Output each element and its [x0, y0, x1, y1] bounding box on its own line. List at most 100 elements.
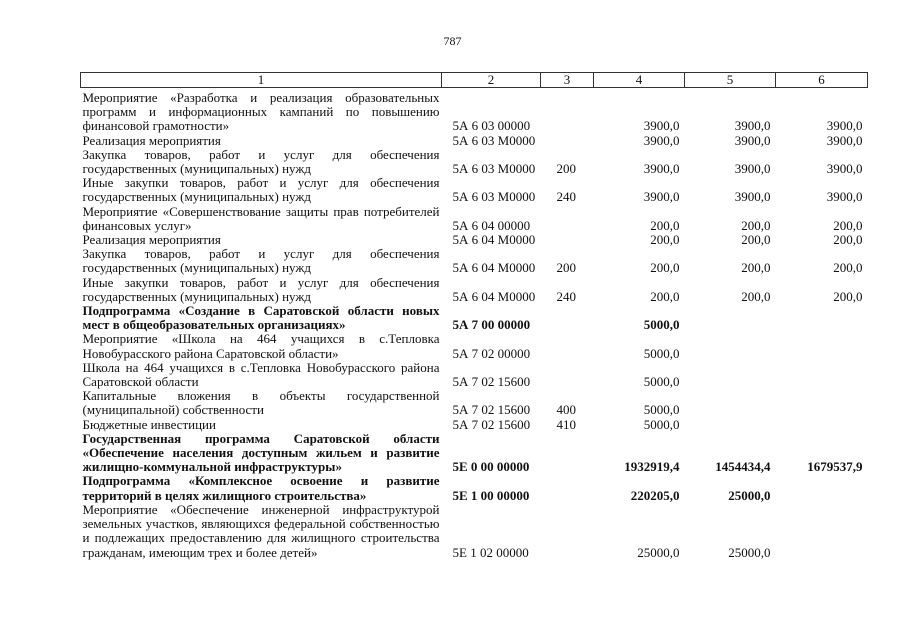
row-expense-type — [541, 134, 594, 148]
header-row: 1 2 3 4 5 6 — [80, 72, 868, 88]
row-value-col5: 3900,0 — [734, 161, 771, 177]
row-value-col4: 5000,0 — [643, 416, 680, 432]
header-col-4: 4 — [593, 72, 685, 88]
row-expense-type — [541, 474, 594, 502]
row-expense-type: 200 — [556, 260, 577, 276]
table-row: Иные закупки товаров, работ и услуг для … — [81, 175, 868, 205]
header-col-2: 2 — [441, 72, 541, 88]
row-code: 5А 6 04 00000 — [452, 217, 531, 233]
row-value-col4: 200,0 — [650, 260, 680, 276]
row-expense-type — [541, 503, 594, 560]
table-row: Иные закупки товаров, работ и услуг для … — [81, 274, 868, 304]
row-code: 5А 6 03 М0000 — [452, 189, 536, 205]
row-expense-type: 240 — [556, 189, 577, 205]
row-value-col5: 200,0 — [741, 260, 771, 276]
row-value-col6 — [776, 361, 868, 389]
row-value-col6: 3900,0 — [826, 132, 863, 148]
table-row: Капитальные вложения в объекты государст… — [81, 388, 868, 418]
table-row: Мероприятие «Совершенствование защиты пр… — [81, 203, 868, 233]
row-value-col6: 200,0 — [833, 260, 863, 276]
row-value-col6: 3900,0 — [826, 118, 863, 134]
table-row: Мероприятие «Разработка и реализация обр… — [81, 88, 868, 134]
row-expense-type — [541, 88, 594, 134]
row-value-col5 — [685, 304, 776, 332]
row-name: Реализация мероприятия — [82, 132, 221, 148]
row-expense-type: 240 — [556, 288, 577, 304]
row-value-col6: 1679537,9 — [807, 459, 863, 475]
header-col-6: 6 — [775, 72, 868, 88]
row-value-col6 — [776, 389, 868, 417]
table-row: Школа на 464 учащихся в с.Тепловка Новоб… — [81, 359, 868, 390]
budget-table: 1 2 3 4 5 6 Мероприятие «Разработка и ре… — [80, 72, 868, 560]
row-name: Мероприятие «Школа на 464 учащихся в с.Т… — [82, 331, 440, 361]
row-name: Закупка товаров, работ и услуг для обесп… — [82, 146, 440, 177]
row-value-col5: 200,0 — [741, 217, 771, 233]
row-name: Капитальные вложения в объекты государст… — [82, 388, 440, 418]
row-name: Реализация мероприятия — [82, 232, 221, 248]
header-col-5: 5 — [684, 72, 776, 88]
row-code: 5А 6 04 М0000 — [452, 288, 536, 304]
table-row: Закупка товаров, работ и услуг для обесп… — [81, 146, 868, 177]
table-row: Реализация мероприятия 5А 6 04 М0000 200,0… — [81, 232, 868, 248]
row-name: Мероприятие «Обеспечение инженерной инфр… — [82, 501, 440, 560]
row-name: Иные закупки товаров, работ и услуг для … — [82, 175, 440, 205]
table-row: Мероприятие «Школа на 464 учащихся в с.Т… — [81, 331, 868, 361]
row-value-col6 — [776, 304, 868, 332]
row-value-col4: 3900,0 — [643, 132, 680, 148]
row-value-col5: 3900,0 — [734, 118, 771, 134]
row-value-col5: 25000,0 — [728, 544, 771, 560]
row-value-col6: 3900,0 — [826, 189, 863, 205]
row-value-col5: 200,0 — [741, 288, 771, 304]
row-value-col6 — [776, 474, 868, 502]
row-value-col5: 3900,0 — [734, 132, 771, 148]
row-value-col5: 3900,0 — [734, 189, 771, 205]
row-value-col5 — [685, 389, 776, 417]
table-row: Закупка товаров, работ и услуг для обесп… — [81, 246, 868, 276]
row-value-col6: 200,0 — [833, 288, 863, 304]
row-code: 5А 6 04 М0000 — [452, 232, 536, 248]
row-value-col4: 5000,0 — [643, 374, 680, 390]
row-value-col4: 25000,0 — [637, 544, 680, 560]
table-row: Бюджетные инвестиции 5А 7 02 15600 410 5000… — [81, 416, 868, 432]
row-value-col4: 1932919,4 — [624, 459, 680, 475]
row-code: 5Е 0 00 00000 — [452, 459, 530, 475]
row-value-col4: 3900,0 — [643, 189, 680, 205]
table-row: Мероприятие «Обеспечение инженерной инфр… — [81, 501, 868, 560]
row-value-col4: 3900,0 — [643, 161, 680, 177]
row-expense-type — [541, 233, 594, 247]
row-value-col5: 1454434,4 — [715, 459, 771, 475]
page-number: 787 — [443, 34, 462, 48]
row-value-col6: 200,0 — [833, 232, 863, 248]
row-name: Подпрограмма «Создание в Саратовской обл… — [82, 303, 440, 333]
row-value-col6 — [776, 332, 868, 360]
table-row: Подпрограмма «Комплексное освоение и раз… — [81, 474, 868, 503]
row-name: Иные закупки товаров, работ и услуг для … — [82, 274, 440, 304]
row-name: Закупка товаров, работ и услуг для обесп… — [82, 246, 440, 276]
row-code: 5А 7 02 15600 — [452, 402, 531, 418]
row-value-col4: 200,0 — [650, 232, 680, 248]
row-expense-type: 410 — [556, 416, 577, 432]
row-value-col6 — [776, 418, 868, 432]
row-code: 5А 6 03 00000 — [452, 118, 531, 134]
row-code: 5А 6 04 М0000 — [452, 260, 536, 276]
row-value-col4: 5000,0 — [643, 402, 680, 418]
row-value-col6: 3900,0 — [826, 161, 863, 177]
row-expense-type — [541, 205, 594, 233]
row-code: 5А 7 02 00000 — [452, 345, 531, 361]
row-expense-type: 200 — [556, 161, 577, 177]
row-value-col6 — [776, 503, 868, 560]
table-row: Реализация мероприятия 5А 6 03 М0000 3900,… — [81, 132, 868, 148]
row-value-col5 — [685, 418, 776, 432]
row-code: 5А 7 02 15600 — [452, 374, 531, 390]
row-value-col6: 200,0 — [833, 217, 863, 233]
row-expense-type — [541, 432, 594, 475]
row-code: 5А 6 03 М0000 — [452, 132, 536, 148]
header-col-3: 3 — [540, 72, 594, 88]
row-expense-type — [541, 361, 594, 389]
row-code: 5Е 1 00 00000 — [452, 487, 530, 503]
row-name: Государственная программа Саратовской об… — [82, 430, 440, 475]
row-name: Мероприятие «Совершенствование защиты пр… — [82, 203, 440, 233]
row-code: 5Е 1 02 00000 — [452, 544, 529, 560]
row-name: Школа на 464 учащихся в с.Тепловка Новоб… — [82, 359, 440, 390]
row-code: 5А 7 00 00000 — [452, 317, 531, 333]
